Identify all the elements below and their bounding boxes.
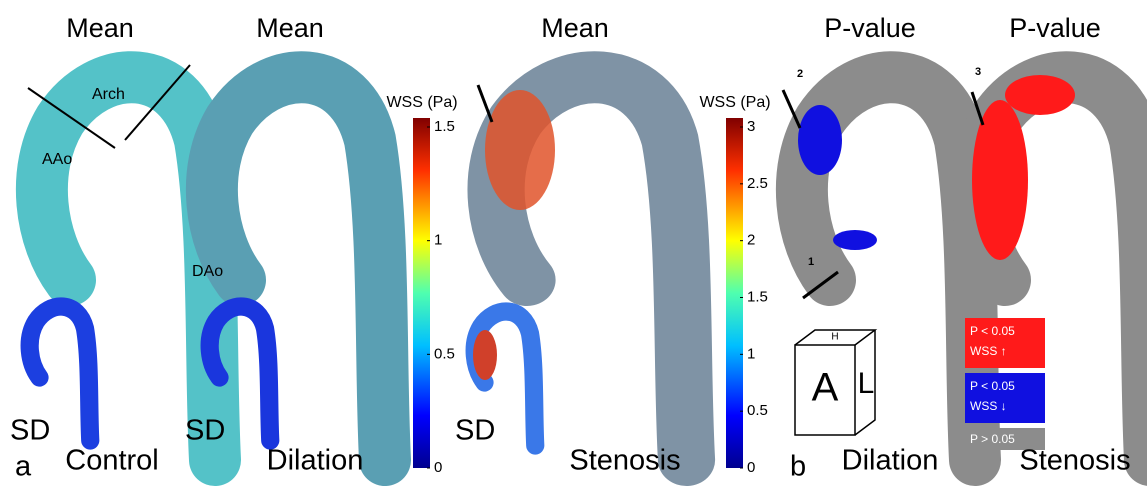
colorbar-tick-label: 1.5	[747, 288, 768, 305]
legend-text: P < 0.05	[970, 324, 1015, 338]
colorbar-tick-label: 2	[747, 232, 755, 249]
legend-text: WSS ↑	[970, 344, 1007, 358]
pvalue-stenosis	[972, 75, 1147, 460]
panel-label: a	[15, 451, 32, 483]
colorbar-tick-label: 0.5	[747, 402, 768, 419]
colorbar-tick-label: 0.5	[434, 345, 455, 362]
colorbar-title: WSS (Pa)	[699, 94, 770, 111]
panel-label: b	[790, 451, 806, 483]
legend-swatch	[965, 428, 1045, 450]
view-title: Mean	[66, 13, 134, 43]
view-title: Mean	[541, 13, 609, 43]
colorbar-tick-label: 1	[747, 345, 755, 362]
colorbar-tick-label: 1.5	[434, 118, 455, 135]
legend-text: WSS ↓	[970, 399, 1007, 413]
sd-label: SD	[455, 415, 495, 447]
group-label: Stenosis	[569, 445, 680, 477]
group-label: Dilation	[842, 445, 939, 477]
annotation: Arch	[92, 86, 125, 103]
arrow-label: 3	[975, 66, 981, 78]
orientation-cube	[794, 329, 878, 436]
arrow-label: 2	[797, 68, 803, 80]
sd-label: SD	[10, 415, 50, 447]
legend-swatch	[965, 373, 1045, 423]
colorbar	[726, 118, 743, 468]
group-label: Stenosis	[1019, 445, 1130, 477]
annotation: AAo	[42, 151, 72, 168]
cube-label: L	[858, 367, 875, 400]
colorbar-title: WSS (Pa)	[386, 94, 457, 111]
colorbar-tick-label: 1	[434, 232, 442, 249]
legend-text: P < 0.05	[970, 379, 1015, 393]
aorta-stenosis	[473, 77, 687, 460]
aorta-control	[28, 65, 215, 460]
group-label: Control	[65, 445, 159, 477]
colorbar-tick-label: 0	[434, 459, 442, 476]
cube-label: A	[812, 366, 839, 410]
colorbar-tick-label: 3	[747, 118, 755, 135]
annotation: DAo	[192, 263, 223, 280]
group-label: Dilation	[267, 445, 364, 477]
view-title: P-value	[824, 13, 916, 43]
arrow-label: 1	[808, 256, 814, 268]
view-title: P-value	[1009, 13, 1101, 43]
view-title: Mean	[256, 13, 324, 43]
colorbar-tick-label: 0	[747, 459, 755, 476]
colorbar	[413, 118, 430, 468]
legend-text: P > 0.05	[970, 432, 1015, 446]
pvalue-dilation	[783, 77, 975, 460]
sd-label: SD	[185, 415, 225, 447]
colorbar-tick-label: 2.5	[747, 175, 768, 192]
cube-label: H	[831, 332, 838, 343]
legend-swatch	[965, 318, 1045, 368]
